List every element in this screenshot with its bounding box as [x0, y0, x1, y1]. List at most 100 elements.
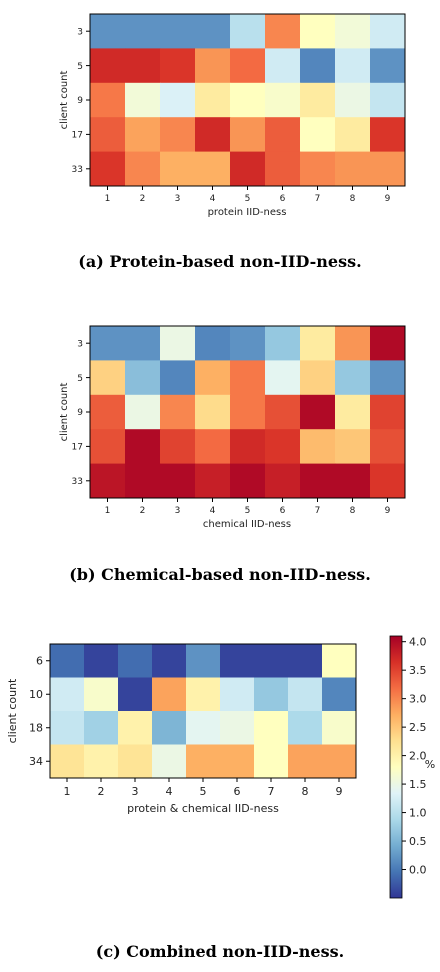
- hmB-cell-r4-c0: [90, 463, 126, 499]
- heatmap-b: 1 2 3 4 5 6 7 8 9 3 5 9 17 33 chemical IID-ness clie…: [59, 325, 406, 530]
- hmB-ytick-label: 9: [77, 408, 83, 418]
- hmB-ytick-label: 5: [77, 374, 83, 384]
- hmB-cell-r2-c1: [125, 394, 161, 430]
- hmA-cell-r4-c6: [300, 151, 336, 187]
- colorbar-tick-label: 3.0: [409, 693, 427, 706]
- hmC-cell-r1-c0: [50, 677, 85, 712]
- hmC-xtick-label: 4: [166, 785, 173, 798]
- hmB-xtick-label: 5: [245, 506, 251, 516]
- hmB-cell-r4-c7: [335, 463, 371, 499]
- hmC-cell-r1-c3: [152, 677, 187, 712]
- hmB-xtick-label: 6: [280, 506, 286, 516]
- hmB-cell-r1-c4: [230, 360, 266, 396]
- hmC-cell-r3-c8: [322, 744, 357, 779]
- colorbar-tick-label: 1.5: [409, 778, 427, 791]
- hmB-ytick-label: 3: [77, 339, 83, 349]
- hmA-cell-r3-c6: [300, 117, 336, 153]
- hmB-cell-r1-c5: [265, 360, 301, 396]
- hmC-cell-r2-c7: [288, 711, 323, 745]
- hmC-cell-r2-c4: [186, 711, 221, 745]
- hmA-cell-r1-c2: [160, 48, 196, 84]
- hmA-cell-r4-c1: [125, 151, 161, 187]
- hmC-xtick-label: 8: [302, 785, 309, 798]
- hmA-cell-r0-c0: [90, 14, 126, 49]
- hmA-cell-r0-c7: [335, 14, 371, 49]
- hmC-ytick-label: 18: [29, 722, 43, 735]
- hmC-cell-r3-c7: [288, 744, 323, 779]
- hmB-xtick-label: 3: [175, 506, 181, 516]
- hmA-cell-r1-c3: [195, 48, 231, 84]
- hmA-xtick-label: 8: [350, 194, 356, 204]
- hmB-cell-r1-c2: [160, 360, 196, 396]
- hmA-cell-r3-c1: [125, 117, 161, 153]
- hmB-cell-r2-c8: [370, 394, 406, 430]
- colorbar-tick-label: 2.0: [409, 750, 427, 763]
- hmA-cell-r3-c3: [195, 117, 231, 153]
- hmB-cell-r0-c2: [160, 326, 196, 361]
- hmA-ytick-label: 17: [72, 131, 83, 141]
- hmB-cell-r4-c6: [300, 463, 336, 499]
- hmA-cell-r0-c5: [265, 14, 301, 49]
- hmC-xtick-label: 6: [234, 785, 241, 798]
- heatmap-b-ylabel: client count: [59, 382, 70, 441]
- hmA-cell-r2-c7: [335, 82, 371, 118]
- hmB-cell-r2-c0: [90, 394, 126, 430]
- colorbar-tick-label: 1.0: [409, 807, 427, 820]
- hmC-cell-r0-c3: [152, 644, 187, 678]
- hmA-ytick-label: 3: [77, 27, 83, 37]
- colorbar-tick-label: 4.0: [409, 636, 427, 649]
- hmB-cell-r0-c6: [300, 326, 336, 361]
- colorbar-tick-label: 3.5: [409, 664, 427, 677]
- hmB-cell-r0-c8: [370, 326, 406, 361]
- hmB-cell-r2-c2: [160, 394, 196, 430]
- hmC-cell-r3-c0: [50, 744, 85, 779]
- hmB-cell-r0-c4: [230, 326, 266, 361]
- hmA-cell-r1-c5: [265, 48, 301, 84]
- hmA-cell-r2-c5: [265, 82, 301, 118]
- hmC-cell-r2-c0: [50, 711, 85, 745]
- hmC-cell-r3-c5: [220, 744, 255, 779]
- hmC-cell-r2-c3: [152, 711, 187, 745]
- hmB-cell-r3-c3: [195, 429, 231, 465]
- hmB-xtick-label: 2: [140, 506, 146, 516]
- hmB-cell-r4-c3: [195, 463, 231, 499]
- hmA-cell-r0-c1: [125, 14, 161, 49]
- hmB-cell-r2-c5: [265, 394, 301, 430]
- hmC-cell-r1-c6: [254, 677, 289, 712]
- hmC-cell-r0-c5: [220, 644, 255, 678]
- hmB-cell-r4-c8: [370, 463, 406, 499]
- hmA-cell-r1-c6: [300, 48, 336, 84]
- hmC-xtick-label: 2: [98, 785, 105, 798]
- hmA-cell-r2-c3: [195, 82, 231, 118]
- hmB-cell-r1-c0: [90, 360, 126, 396]
- hmC-xtick-label: 3: [132, 785, 139, 798]
- hmA-cell-r3-c2: [160, 117, 196, 153]
- hmC-cell-r0-c8: [322, 644, 357, 678]
- hmB-xtick-label: 9: [385, 506, 391, 516]
- hmB-ytick-label: 33: [72, 477, 83, 487]
- hmA-cell-r3-c8: [370, 117, 406, 153]
- hmB-cell-r1-c3: [195, 360, 231, 396]
- hmC-cell-r3-c3: [152, 744, 187, 779]
- hmC-ytick-label: 10: [29, 688, 43, 701]
- hmC-xtick-label: 1: [64, 785, 71, 798]
- hmB-cell-r3-c4: [230, 429, 266, 465]
- hmC-cell-r0-c7: [288, 644, 323, 678]
- hmC-cell-r0-c1: [84, 644, 119, 678]
- hmA-cell-r2-c6: [300, 82, 336, 118]
- hmA-cell-r2-c8: [370, 82, 406, 118]
- hmA-xtick-label: 3: [175, 194, 181, 204]
- hmA-xtick-label: 5: [245, 194, 251, 204]
- colorbar-tick-label: 0.0: [409, 864, 427, 877]
- hmA-xtick-label: 7: [315, 194, 321, 204]
- hmA-xtick-label: 1: [105, 194, 111, 204]
- hmC-cell-r3-c1: [84, 744, 119, 779]
- hmA-ytick-label: 33: [72, 165, 83, 175]
- hmB-cell-r0-c5: [265, 326, 301, 361]
- hmA-xtick-label: 9: [385, 194, 391, 204]
- hmA-cell-r2-c0: [90, 82, 126, 118]
- hmA-ytick-label: 5: [77, 62, 83, 72]
- hmB-ytick-label: 17: [72, 443, 83, 453]
- hmA-cell-r4-c4: [230, 151, 266, 187]
- hmA-cell-r4-c5: [265, 151, 301, 187]
